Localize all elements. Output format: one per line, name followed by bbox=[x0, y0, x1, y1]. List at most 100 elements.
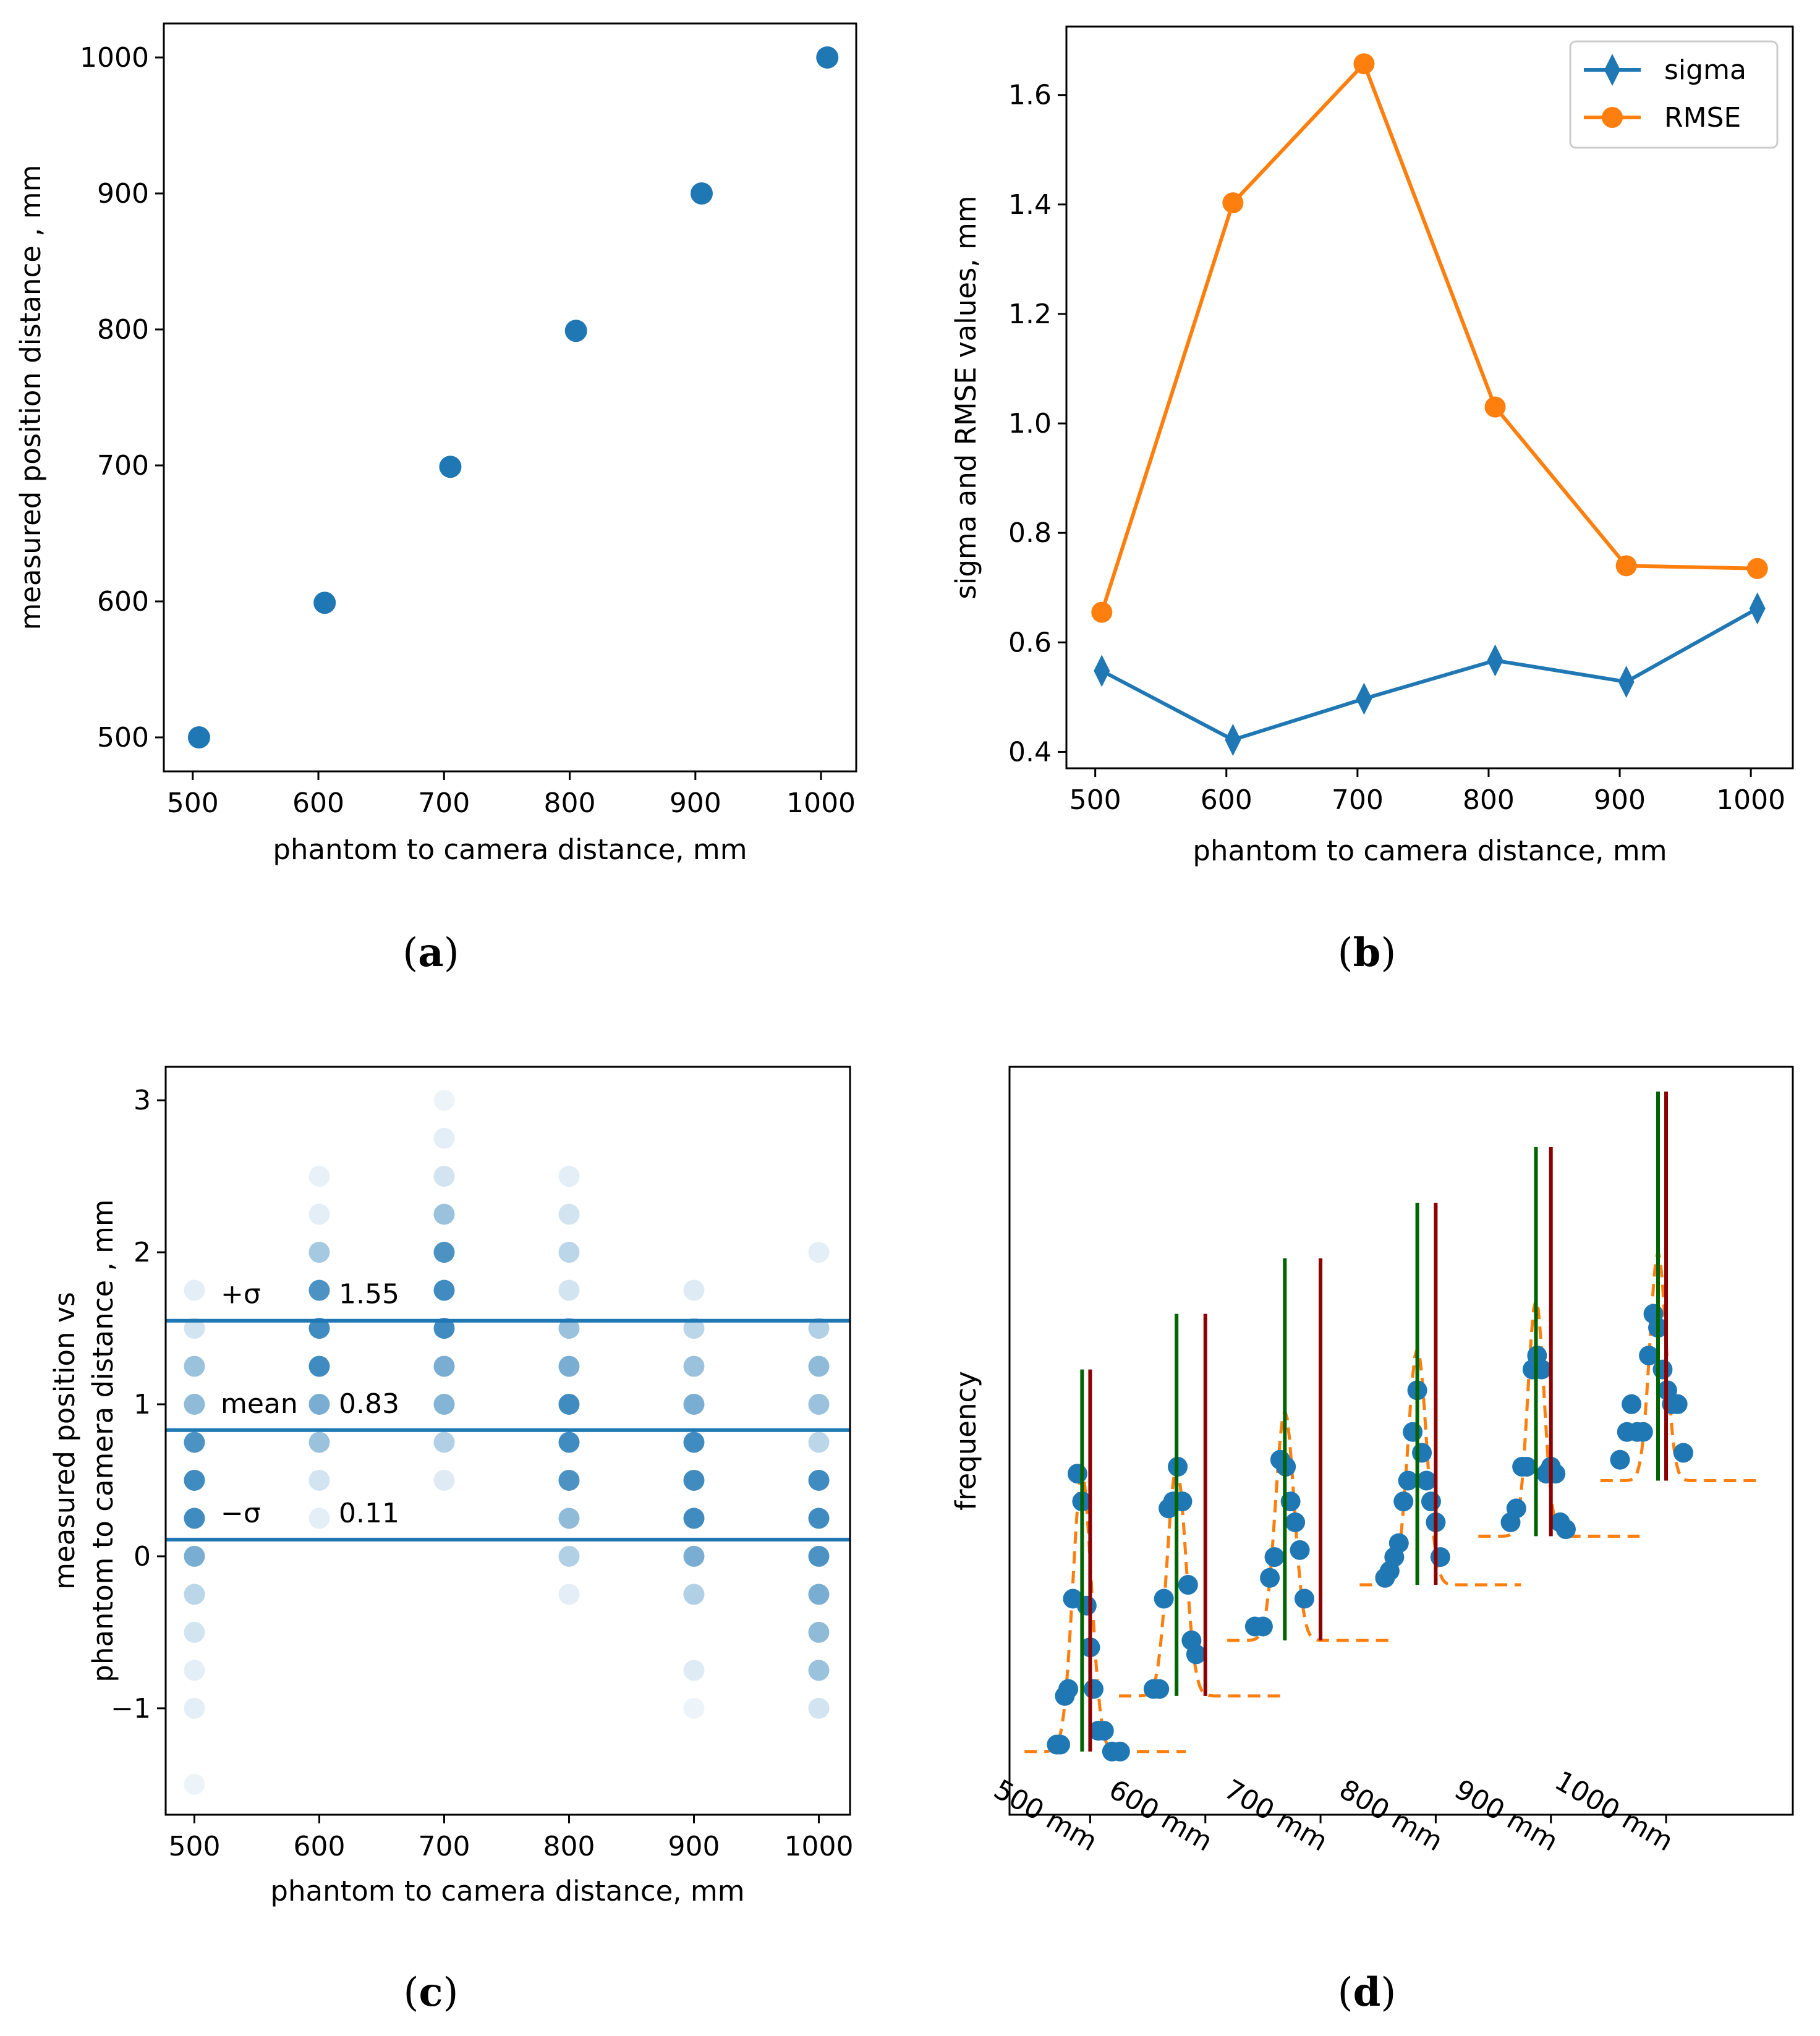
legend-sigma-marker bbox=[1604, 54, 1620, 86]
data-point bbox=[184, 1773, 205, 1795]
rmse-point bbox=[1615, 555, 1637, 577]
histogram-point bbox=[1430, 1547, 1450, 1567]
data-point bbox=[184, 1432, 205, 1453]
histogram-point bbox=[1506, 1498, 1526, 1519]
histogram-point bbox=[1178, 1575, 1198, 1595]
x-tick-label: 800 bbox=[1463, 784, 1515, 816]
histogram-point bbox=[1094, 1721, 1114, 1741]
sigma-point bbox=[1749, 592, 1766, 625]
histogram-point bbox=[1067, 1464, 1087, 1484]
x-tick-label: 1000 bbox=[1716, 784, 1785, 816]
data-point bbox=[308, 1432, 330, 1453]
data-point bbox=[683, 1355, 705, 1377]
histogram-point bbox=[1673, 1443, 1693, 1463]
x-tick-label: 600 bbox=[292, 787, 344, 819]
data-point bbox=[433, 1127, 455, 1149]
data-point bbox=[683, 1545, 705, 1567]
panel-c-scatter: +σ 1.55 mean 0.83 −σ 0.11 500 600 700 800 900 1000… bbox=[48, 1066, 853, 2016]
data-point bbox=[184, 1584, 205, 1605]
panel-c-ylabel-line-1: measured position vs bbox=[48, 1292, 81, 1590]
data-point bbox=[558, 1279, 580, 1301]
panel-b-caption-letter: b bbox=[1353, 930, 1381, 976]
fit-curve bbox=[1600, 1250, 1762, 1482]
data-point bbox=[808, 1508, 830, 1529]
data-point bbox=[184, 1318, 205, 1339]
histogram-point bbox=[1516, 1456, 1537, 1477]
panel-d-caption: (d) bbox=[1338, 1969, 1397, 2016]
y-tick-label: 0.8 bbox=[1008, 517, 1052, 549]
data-point bbox=[184, 1508, 205, 1529]
data-point bbox=[308, 1469, 330, 1491]
data-point bbox=[558, 1318, 580, 1339]
panel-c-ylabel: measured position vs phantom to camera d… bbox=[48, 1199, 119, 1682]
data-point bbox=[808, 1545, 830, 1567]
x-tick-label: 500 bbox=[167, 787, 219, 819]
y-tick-label: 500 bbox=[97, 722, 149, 753]
rmse-point bbox=[1091, 601, 1113, 623]
y-tick-label: 1.2 bbox=[1008, 299, 1052, 330]
panel-b-marks bbox=[1091, 53, 1768, 756]
y-tick-label: 1.0 bbox=[1008, 408, 1052, 439]
sigma-point bbox=[1618, 666, 1635, 698]
x-tick-label: 700 bbox=[418, 787, 470, 819]
data-point bbox=[184, 1393, 205, 1415]
panel-a-ticks: 500 600 700 800 900 1000 500 600 700 800 900 1000 bbox=[80, 42, 856, 819]
data-point bbox=[808, 1318, 830, 1339]
x-tick-label: 900 bbox=[668, 1831, 720, 1862]
data-point bbox=[808, 1660, 830, 1681]
data-point bbox=[308, 1508, 330, 1529]
data-point bbox=[683, 1697, 705, 1719]
panel-a-scatter: 500 600 700 800 900 1000 500 600 700 800 900 1000 p… bbox=[14, 22, 857, 976]
x-tick-label: 600 bbox=[293, 1831, 345, 1862]
y-tick-label: 3 bbox=[134, 1085, 151, 1116]
panel-c-caption-letter: c bbox=[419, 1969, 443, 2016]
data-point bbox=[184, 1469, 205, 1491]
data-point bbox=[808, 1584, 830, 1605]
data-point bbox=[808, 1621, 830, 1643]
y-tick-label: 600 bbox=[97, 586, 149, 617]
data-point bbox=[816, 46, 839, 69]
panel-c-caption: (c) bbox=[404, 1969, 459, 2016]
histogram-point bbox=[1412, 1443, 1432, 1463]
data-point bbox=[558, 1432, 580, 1453]
panel-c-xlabel: phantom to camera distance, mm bbox=[270, 1875, 744, 1907]
histogram-point bbox=[1652, 1359, 1673, 1380]
data-point bbox=[439, 456, 462, 478]
panel-d-frame bbox=[1008, 1066, 1794, 1816]
x-tick-label: 800 bbox=[544, 787, 596, 819]
data-point bbox=[558, 1469, 580, 1491]
histogram-point bbox=[1403, 1422, 1423, 1442]
rmse-point bbox=[1484, 396, 1506, 418]
sigma-point bbox=[1487, 644, 1503, 677]
y-tick-label: 800 bbox=[97, 314, 149, 346]
series-line-sigma bbox=[1100, 606, 1759, 742]
y-tick-label: 900 bbox=[97, 178, 149, 210]
data-point bbox=[558, 1584, 580, 1605]
data-point bbox=[683, 1318, 705, 1339]
data-point bbox=[433, 1469, 455, 1491]
x-tick-label: 1000 bbox=[785, 1831, 854, 1862]
sigma-point bbox=[1225, 723, 1241, 756]
data-point bbox=[184, 1621, 205, 1643]
histogram-point bbox=[1416, 1470, 1437, 1491]
panel-c-ticks: 500 600 700 800 900 1000 −1 0 1 2 3 bbox=[111, 1085, 853, 1862]
data-point bbox=[308, 1355, 330, 1377]
data-point bbox=[683, 1584, 705, 1605]
y-tick-label: 1 bbox=[134, 1389, 151, 1420]
histogram-point bbox=[1388, 1533, 1409, 1553]
hline-label: mean bbox=[221, 1388, 298, 1420]
sigma-point bbox=[1356, 682, 1372, 715]
data-point bbox=[433, 1203, 455, 1225]
x-tick-label: 600 bbox=[1201, 784, 1252, 816]
panel-b-ylabel: sigma and RMSE values, mm bbox=[950, 195, 982, 599]
data-point bbox=[683, 1508, 705, 1529]
panel-a-xlabel: phantom to camera distance, mm bbox=[273, 833, 747, 866]
fit-curve bbox=[1227, 1406, 1389, 1642]
panel-c-ylabel-line-2: phantom to camera distance , mm bbox=[87, 1199, 119, 1682]
y-tick-label: 1.6 bbox=[1008, 80, 1052, 111]
rmse-point bbox=[1746, 558, 1768, 579]
data-point bbox=[558, 1355, 580, 1377]
x-tick-label: 500 bbox=[168, 1831, 220, 1862]
panel-d-marks bbox=[1024, 1092, 1762, 1762]
legend-rmse-label: RMSE bbox=[1664, 102, 1741, 134]
